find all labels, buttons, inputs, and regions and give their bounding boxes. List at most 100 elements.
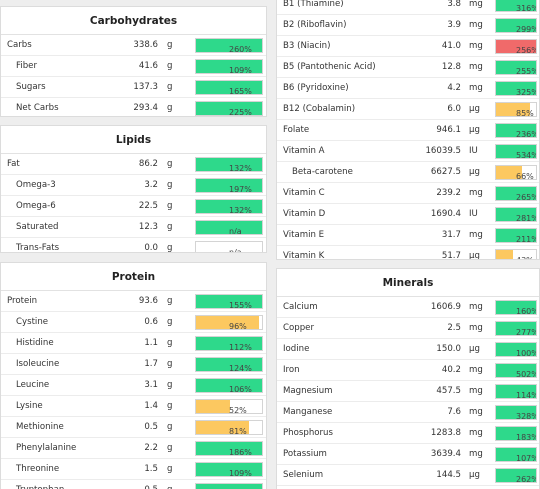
nutrient-row-phosphorus[interactable]: Phosphorus 1283.8 mg 183%: [277, 423, 539, 444]
nutrient-amount: 338.6: [133, 40, 158, 50]
percent-label: 502%: [516, 370, 537, 378]
carbohydrates-rows: Carbs 338.6 g 260% Fiber 41.6 g 109% Sugars 137.3…: [1, 35, 266, 116]
nutrient-amount: 1.1: [144, 338, 158, 348]
nutrient-row-magnesium[interactable]: Magnesium 457.5 mg 114%: [277, 381, 539, 402]
nutrient-name: Vitamin K: [283, 251, 325, 260]
progress-fill: [196, 60, 262, 73]
nutrient-name: Potassium: [283, 449, 327, 459]
percent-label: 107%: [516, 454, 537, 462]
nutrient-name: Copper: [283, 323, 314, 333]
nutrient-unit: mg: [469, 20, 483, 30]
nutrient-row-cystine[interactable]: Cystine 0.6 g 96%: [1, 312, 266, 333]
nutrient-row-fat[interactable]: Fat 86.2 g 132%: [1, 154, 266, 175]
nutrient-row-carbs[interactable]: Carbs 338.6 g 260%: [1, 35, 266, 56]
nutrient-row-net-carbs[interactable]: Net Carbs 293.4 g 225%: [1, 98, 266, 116]
percent-label: 124%: [229, 364, 252, 372]
nutrient-row-saturated[interactable]: Saturated 12.3 g n/a: [1, 217, 266, 238]
nutrient-amount: 1606.9: [430, 302, 461, 312]
nutrient-unit: g: [167, 422, 173, 432]
nutrient-row-calcium[interactable]: Calcium 1606.9 mg 160%: [277, 297, 539, 318]
nutrient-row-vitamin-e[interactable]: Vitamin E 31.7 mg 211%: [277, 225, 539, 246]
nutrient-row-protein[interactable]: Protein 93.6 g 155%: [1, 291, 266, 312]
nutrient-row-b5-pantothenic-acid[interactable]: B5 (Pantothenic Acid) 12.8 mg 255%: [277, 57, 539, 78]
nutrient-row-b12-cobalamin[interactable]: B12 (Cobalamin) 6.0 µg 85%: [277, 99, 539, 120]
nutrient-name: B2 (Riboflavin): [283, 20, 347, 30]
nutrient-unit: µg: [469, 125, 480, 135]
percent-label: 151%: [229, 484, 252, 489]
nutrient-unit: g: [167, 401, 173, 411]
target-progress-bar: 197%: [195, 178, 263, 193]
progress-fill: [196, 463, 262, 476]
nutrient-unit: g: [167, 82, 173, 92]
target-progress-bar: 260%: [195, 38, 263, 53]
nutrient-row-leucine[interactable]: Leucine 3.1 g 106%: [1, 375, 266, 396]
target-progress-bar: 183%: [495, 426, 537, 441]
nutrient-row-histidine[interactable]: Histidine 1.1 g 112%: [1, 333, 266, 354]
nutrient-row-vitamin-a[interactable]: Vitamin A 16039.5 IU 534%: [277, 141, 539, 162]
nutrient-amount: 3.8: [447, 0, 461, 9]
carbohydrates-panel: Carbohydrates Carbs 338.6 g 260% Fiber 41.6 g 1…: [0, 6, 267, 117]
percent-label: 109%: [229, 469, 252, 477]
nutrient-row-tryptophan[interactable]: Tryptophan 0.5 g 151%: [1, 480, 266, 489]
nutrient-row-trans-fats[interactable]: Trans-Fats 0.0 g n/a: [1, 238, 266, 253]
nutrient-row-vitamin-k[interactable]: Vitamin K 51.7 µg 43%: [277, 246, 539, 260]
nutrient-row-selenium[interactable]: Selenium 144.5 µg 262%: [277, 465, 539, 486]
nutrient-row-b3-niacin[interactable]: B3 (Niacin) 41.0 mg 256%: [277, 36, 539, 57]
nutrient-row-phenylalanine[interactable]: Phenylalanine 2.2 g 186%: [1, 438, 266, 459]
percent-label: 183%: [516, 433, 537, 441]
nutrient-row-vitamin-d[interactable]: Vitamin D 1690.4 IU 281%: [277, 204, 539, 225]
percent-label: 43%: [516, 250, 534, 259]
nutrient-row-threonine[interactable]: Threonine 1.5 g 109%: [1, 459, 266, 480]
nutrient-row-b2-riboflavin[interactable]: B2 (Riboflavin) 3.9 mg 299%: [277, 15, 539, 36]
nutrient-name: B3 (Niacin): [283, 41, 331, 51]
nutrient-unit: mg: [469, 83, 483, 93]
target-progress-bar: 211%: [495, 228, 537, 243]
nutrient-row-iodine[interactable]: Iodine 150.0 µg 100%: [277, 339, 539, 360]
nutrient-row-iron[interactable]: Iron 40.2 mg 502%: [277, 360, 539, 381]
nutrient-row-isoleucine[interactable]: Isoleucine 1.7 g 124%: [1, 354, 266, 375]
lipids-title: Lipids: [1, 126, 266, 154]
nutrient-unit: mg: [469, 323, 483, 333]
nutrient-row-sugars[interactable]: Sugars 137.3 g 165%: [1, 77, 266, 98]
nutrient-amount: 137.3: [133, 82, 158, 92]
nutrient-row-omega-6[interactable]: Omega-6 22.5 g 132%: [1, 196, 266, 217]
nutrient-unit: g: [167, 464, 173, 474]
percent-label: 277%: [516, 328, 537, 336]
nutrient-name: B1 (Thiamine): [283, 0, 344, 9]
nutrient-row-beta-carotene[interactable]: Beta-carotene 6627.5 µg 66%: [277, 162, 539, 183]
nutrient-row-b6-pyridoxine[interactable]: B6 (Pyridoxine) 4.2 mg 325%: [277, 78, 539, 99]
vitamins-panel: B1 (Thiamine) 3.8 mg 316% B2 (Riboflavin) 3.9…: [276, 0, 540, 260]
nutrient-row-vitamin-c[interactable]: Vitamin C 239.2 mg 265%: [277, 183, 539, 204]
percent-label: 160%: [516, 307, 537, 315]
nutrient-name: Phosphorus: [283, 428, 333, 438]
nutrient-row-potassium[interactable]: Potassium 3639.4 mg 107%: [277, 444, 539, 465]
nutrient-row-folate[interactable]: Folate 946.1 µg 236%: [277, 120, 539, 141]
progress-fill: [196, 39, 262, 52]
percent-label: 316%: [516, 4, 537, 12]
nutrient-unit: µg: [469, 251, 480, 260]
nutrient-row-methionine[interactable]: Methionine 0.5 g 81%: [1, 417, 266, 438]
nutrient-unit: mg: [469, 407, 483, 417]
nutrient-amount: 1690.4: [430, 209, 461, 219]
progress-fill: [496, 343, 536, 356]
nutrient-unit: g: [167, 443, 173, 453]
nutrient-amount: 2.5: [447, 323, 461, 333]
nutrient-amount: 16039.5: [425, 146, 461, 156]
nutrient-row-omega-3[interactable]: Omega-3 3.2 g 197%: [1, 175, 266, 196]
percent-label: 155%: [229, 301, 252, 309]
nutrient-name: Leucine: [16, 380, 50, 390]
nutrient-row-fiber[interactable]: Fiber 41.6 g 109%: [1, 56, 266, 77]
nutrient-unit: µg: [469, 344, 480, 354]
nutrient-name: Trans-Fats: [16, 243, 60, 253]
nutrient-row-copper[interactable]: Copper 2.5 mg 277%: [277, 318, 539, 339]
nutrient-row-b1-thiamine[interactable]: B1 (Thiamine) 3.8 mg 316%: [277, 0, 539, 15]
nutrient-amount: 22.5: [138, 201, 158, 211]
percent-label: 66%: [516, 172, 534, 180]
progress-fill: [496, 187, 536, 200]
nutrient-row-manganese[interactable]: Manganese 7.6 mg 328%: [277, 402, 539, 423]
progress-fill: [496, 406, 536, 419]
nutrient-row-lysine[interactable]: Lysine 1.4 g 52%: [1, 396, 266, 417]
nutrient-unit: g: [167, 40, 173, 50]
percent-label: 225%: [229, 108, 252, 116]
target-progress-bar: 534%: [495, 144, 537, 159]
